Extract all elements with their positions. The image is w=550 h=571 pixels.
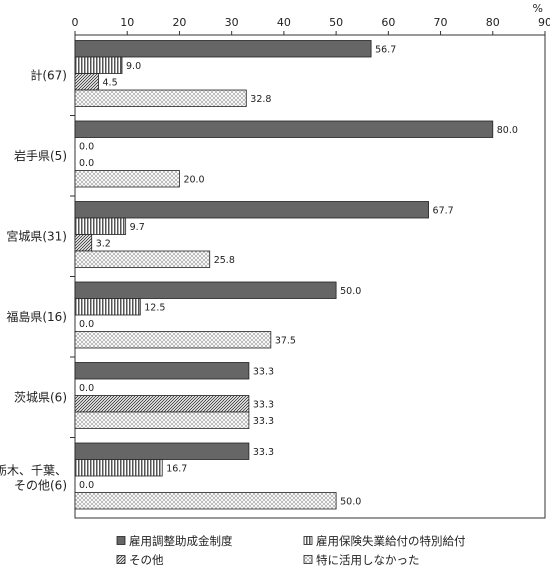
bar: [74, 492, 337, 510]
data-label: 37.5: [275, 335, 296, 346]
data-label: 33.3: [253, 447, 274, 458]
bar: [74, 201, 429, 219]
data-label: 25.8: [214, 255, 235, 266]
data-label: 50.0: [340, 496, 361, 507]
data-label: 4.5: [103, 77, 118, 88]
x-tick-label: 70: [434, 16, 448, 29]
data-label: 16.7: [166, 463, 187, 474]
bar: [74, 459, 163, 477]
legend-label: 雇用調整助成金制度: [129, 534, 233, 548]
data-label: 3.2: [96, 238, 111, 249]
data-label: 80.0: [497, 125, 518, 136]
legend-label: 特に活用しなかった: [316, 553, 420, 567]
x-tick-label: 90: [538, 16, 550, 29]
bar: [74, 411, 250, 429]
data-label: 0.0: [79, 383, 94, 394]
bar: [74, 56, 123, 74]
data-label: 0.0: [79, 158, 94, 169]
bar: [74, 234, 93, 252]
bar: [74, 331, 272, 349]
bar: [74, 298, 141, 316]
bar: [74, 73, 99, 91]
data-label: 9.0: [126, 61, 141, 72]
category-label: 茨城県(6): [14, 390, 67, 404]
x-tick-label: 50: [329, 16, 343, 29]
bar: [74, 170, 180, 188]
category-label: その他(6): [14, 478, 67, 492]
data-label: 12.5: [144, 302, 165, 313]
legend-label: その他: [129, 553, 164, 567]
bar: [74, 362, 250, 380]
x-tick-label: 20: [172, 16, 186, 29]
x-tick-label: 60: [381, 16, 395, 29]
data-label: 9.7: [130, 222, 145, 233]
unit-label: %: [533, 2, 543, 15]
bar: [74, 120, 494, 138]
x-tick-label: 30: [225, 16, 239, 29]
data-label: 20.0: [183, 174, 204, 185]
data-label: 50.0: [340, 286, 361, 297]
x-tick-label: 10: [120, 16, 134, 29]
data-label: 33.3: [253, 416, 274, 427]
category-label: 計(67): [30, 67, 67, 82]
legend-swatch: [116, 536, 126, 545]
data-label: 56.7: [375, 44, 396, 55]
x-tick-label: 40: [277, 16, 291, 29]
data-label: 0.0: [79, 319, 94, 330]
legend-swatch: [116, 555, 126, 564]
data-label: 0.0: [79, 141, 94, 152]
bar: [74, 40, 372, 58]
legend-label: 雇用保険失業給付の特別給付: [316, 534, 466, 548]
category-label: 宮城県(31): [6, 228, 67, 243]
x-tick-label: 80: [486, 16, 500, 29]
bar: [74, 89, 247, 107]
bar: [74, 217, 127, 235]
data-label: 67.7: [433, 205, 454, 216]
bar: [74, 281, 337, 299]
data-label: 32.8: [250, 94, 271, 105]
data-label: 33.3: [253, 399, 274, 410]
category-label: 福島県(16): [6, 309, 67, 324]
category-label: 岩手県(5): [14, 148, 67, 163]
category-label: 栃木、千葉、: [0, 463, 67, 477]
bar: [74, 442, 250, 460]
data-label: 33.3: [253, 366, 274, 377]
x-tick-label: 0: [72, 16, 79, 29]
data-label: 0.0: [79, 480, 94, 491]
legend-swatch: [303, 555, 313, 564]
bar: [74, 395, 250, 413]
bar: [74, 250, 211, 268]
legend-swatch: [303, 536, 313, 545]
